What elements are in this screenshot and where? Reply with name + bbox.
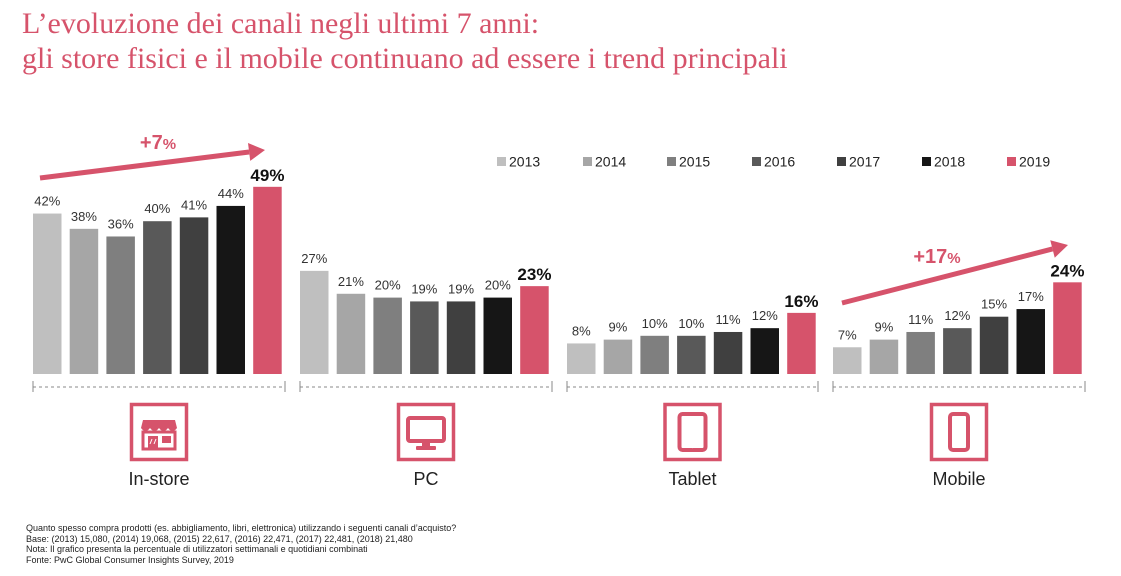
bar-in-store-2014 — [69, 228, 99, 374]
value-label-mobile-2013: 7% — [838, 327, 857, 342]
bar-tablet-2015 — [640, 335, 669, 374]
bar-in-store-2013 — [33, 213, 62, 374]
title-line-2: gli store fisici e il mobile continuano … — [22, 42, 788, 75]
value-label-mobile-2014: 9% — [875, 320, 894, 335]
legend-label-2016: 2016 — [764, 154, 795, 170]
value-label-pc-2018: 20% — [485, 278, 511, 293]
legend-swatch-2013 — [497, 157, 506, 166]
group-tablet: 8% 9% 10% 10% 11% 12% 16% Tablet — [566, 292, 819, 489]
bar-tablet-2019 — [787, 312, 816, 374]
bar-tablet-2016 — [677, 335, 706, 374]
category-label-pc: PC — [413, 469, 438, 489]
bar-mobile-2014 — [869, 339, 899, 374]
value-label-mobile-2016: 12% — [944, 308, 970, 323]
trend-arrow-in-store: +7% — [39, 132, 265, 181]
footnote-note: Nota: Il grafico presenta la percentuale… — [26, 544, 368, 554]
group-mobile: 7% 9% 11% 12% 15% 17% 24% Mobile — [832, 261, 1086, 489]
bar-mobile-2017 — [979, 316, 1009, 374]
value-label-tablet-2017: 11% — [716, 312, 741, 327]
store-icon — [129, 402, 189, 462]
legend-label-2013: 2013 — [509, 154, 540, 170]
legend-swatch-2017 — [837, 157, 846, 166]
value-label-in-store-2015: 36% — [108, 216, 134, 231]
bar-in-store-2018 — [216, 205, 245, 374]
bar-pc-2013 — [300, 270, 329, 374]
bar-pc-2016 — [410, 301, 439, 374]
value-label-pc-2016: 19% — [411, 281, 437, 296]
title-line-1: L’evoluzione dei canali negli ultimi 7 a… — [22, 7, 540, 40]
legend-label-2014: 2014 — [595, 154, 626, 170]
bar-pc-2014 — [336, 293, 366, 374]
bar-in-store-2017 — [179, 217, 209, 374]
trend-label-in-store: +7% — [140, 132, 176, 154]
monitor-icon — [396, 402, 456, 462]
value-label-mobile-2019: 24% — [1050, 261, 1084, 280]
category-label-tablet: Tablet — [668, 469, 716, 489]
trend-label-mobile: +17% — [913, 246, 960, 268]
bar-in-store-2019 — [253, 186, 282, 374]
value-label-in-store-2019: 49% — [250, 166, 284, 185]
bar-mobile-2016 — [943, 328, 972, 374]
legend-swatch-2015 — [667, 157, 676, 166]
value-label-tablet-2016: 10% — [678, 316, 704, 331]
bar-pc-2019 — [520, 286, 549, 374]
group-pc: 27% 21% 20% 19% 19% 20% 23% PC — [299, 251, 553, 489]
value-label-pc-2019: 23% — [517, 265, 551, 284]
value-label-in-store-2014: 38% — [71, 209, 97, 224]
bar-tablet-2014 — [603, 339, 633, 374]
value-label-in-store-2018: 44% — [218, 186, 244, 201]
footnote-source: Fonte: PwC Global Consumer Insights Surv… — [26, 554, 234, 565]
value-label-in-store-2017: 41% — [181, 197, 207, 212]
bar-tablet-2013 — [567, 343, 596, 374]
value-label-pc-2015: 20% — [375, 278, 401, 293]
legend-swatch-2016 — [752, 157, 761, 166]
legend-label-2018: 2018 — [934, 154, 965, 170]
value-label-in-store-2013: 42% — [34, 194, 60, 209]
bar-pc-2017 — [446, 301, 476, 374]
value-label-mobile-2015: 11% — [908, 312, 933, 327]
chart-title: L’evoluzione dei canali negli ultimi 7 a… — [22, 6, 1102, 76]
value-label-pc-2013: 27% — [301, 251, 327, 266]
bar-tablet-2017 — [713, 331, 743, 374]
legend-label-2015: 2015 — [679, 154, 710, 170]
value-label-pc-2014: 21% — [338, 274, 364, 289]
value-label-tablet-2014: 9% — [609, 320, 628, 335]
footnotes: Quanto spesso compra prodotti (es. abbig… — [26, 523, 456, 565]
value-label-tablet-2019: 16% — [784, 292, 818, 311]
bar-mobile-2019 — [1053, 282, 1082, 374]
bar-in-store-2016 — [143, 221, 172, 374]
smartphone-icon — [929, 402, 989, 462]
legend-label-2017: 2017 — [849, 154, 880, 170]
legend: 2013 2014 2015 2016 2017 2018 2019 — [497, 154, 1050, 170]
legend-swatch-2019 — [1007, 157, 1016, 166]
bar-pc-2015 — [373, 297, 402, 374]
bar-in-store-2015 — [106, 236, 135, 374]
category-label-mobile: Mobile — [932, 469, 985, 489]
value-label-tablet-2015: 10% — [642, 316, 668, 331]
value-label-mobile-2017: 15% — [981, 297, 1007, 312]
value-label-mobile-2018: 17% — [1018, 289, 1044, 304]
legend-label-2019: 2019 — [1019, 154, 1050, 170]
bar-tablet-2018 — [750, 328, 779, 374]
legend-swatch-2018 — [922, 157, 931, 166]
group-in-store: 42% 38% 36% 40% 41% 44% 49% In-store — [32, 166, 286, 489]
footnote-base: Base: (2013) 15,080, (2014) 19,068, (201… — [26, 533, 413, 544]
legend-swatch-2014 — [583, 157, 592, 166]
bar-mobile-2018 — [1016, 309, 1045, 374]
category-label-in-store: In-store — [128, 469, 189, 489]
value-label-tablet-2013: 8% — [572, 323, 591, 338]
value-label-tablet-2018: 12% — [752, 308, 778, 323]
bar-mobile-2015 — [906, 331, 935, 374]
footnote-question: Quanto spesso compra prodotti (es. abbig… — [26, 523, 457, 533]
value-label-pc-2017: 19% — [448, 281, 474, 296]
trend-arrow-mobile: +17% — [841, 240, 1068, 306]
bar-mobile-2013 — [833, 347, 862, 374]
tablet-icon — [663, 402, 722, 462]
value-label-in-store-2016: 40% — [144, 201, 170, 216]
bar-pc-2018 — [483, 297, 512, 374]
